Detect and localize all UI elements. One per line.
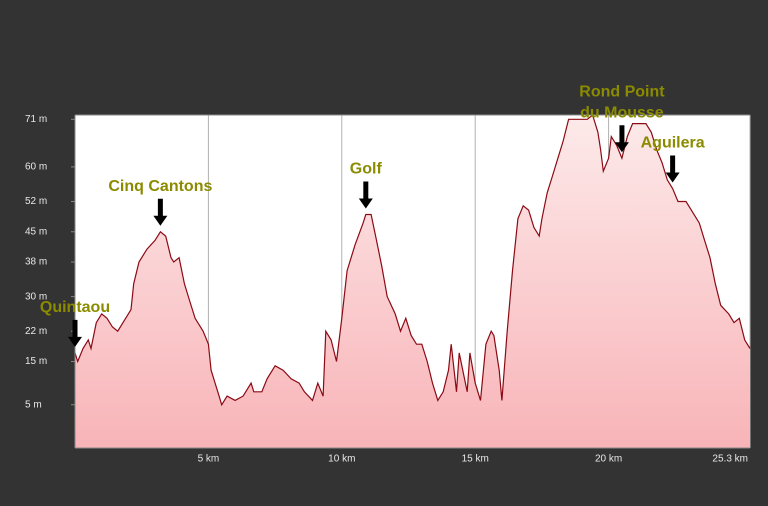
annotation-label: Aguilera	[641, 135, 705, 152]
y-tick-label: 60 m	[25, 162, 47, 173]
annotation-arrow	[665, 155, 680, 183]
elevation-line	[74, 113, 751, 407]
annotation-arrow	[68, 319, 82, 347]
y-tick-label: 5 m	[25, 399, 42, 410]
annotation-arrow	[614, 125, 629, 153]
y-tick-label: 71 m	[25, 114, 47, 125]
annotation-arrow	[358, 181, 373, 209]
annotation-label: Cinq Cantons	[108, 178, 212, 195]
y-tick-label: 15 m	[25, 356, 47, 367]
area-fill	[75, 115, 750, 448]
y-tick-label: 38 m	[25, 257, 47, 268]
annotation-label: Quintaou	[40, 299, 110, 316]
x-tick-label: 25.3 km	[712, 454, 748, 465]
annotation-label: Rond Point	[579, 83, 665, 100]
annotation-label: du Mousse	[580, 104, 664, 121]
y-tick-label: 30 m	[25, 291, 47, 302]
x-tick-label: 10 km	[328, 454, 355, 465]
x-tick-label: 15 km	[462, 454, 489, 465]
y-tick-label: 45 m	[25, 226, 47, 237]
x-tick-label: 20 km	[595, 454, 622, 465]
annotation-label: Golf	[350, 161, 383, 178]
x-tick-label: 5 km	[198, 454, 220, 465]
y-tick-label: 52 m	[25, 196, 47, 207]
y-tick-label: 22 m	[25, 326, 47, 337]
annotation-arrow	[153, 198, 168, 226]
